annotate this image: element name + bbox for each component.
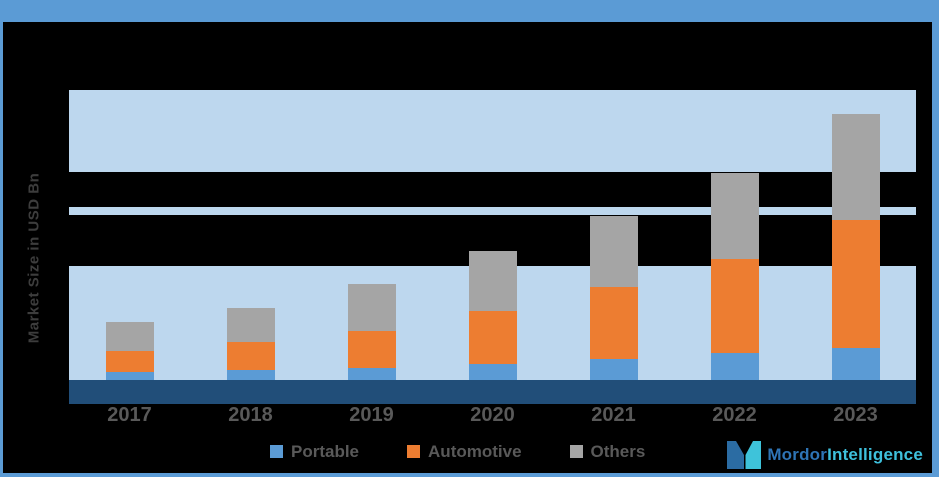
bar-segment-automotive-2021 bbox=[589, 287, 638, 359]
bars-layer bbox=[69, 90, 916, 404]
legend-swatch-others bbox=[569, 445, 583, 458]
legend-swatch-portable bbox=[270, 445, 283, 458]
x-axis-label-2023: 2023 bbox=[833, 404, 878, 426]
bar-segment-others-2020 bbox=[468, 251, 517, 311]
bar-segment-portable-2022 bbox=[710, 353, 759, 380]
stacked-bar-2023 bbox=[831, 114, 880, 380]
bar-segment-others-2017 bbox=[105, 322, 154, 351]
bar-segment-others-2023 bbox=[831, 114, 880, 220]
bar-segment-others-2022 bbox=[710, 173, 759, 259]
bar-segment-portable-2018 bbox=[226, 370, 275, 380]
bottom-accent-border bbox=[0, 473, 939, 477]
x-axis-label-2019: 2019 bbox=[349, 404, 394, 426]
legend-item-others: Others bbox=[569, 442, 646, 461]
top-accent-bar bbox=[0, 0, 939, 22]
bar-segment-portable-2020 bbox=[468, 364, 517, 380]
bar-segment-automotive-2020 bbox=[468, 311, 517, 364]
legend: Portable Automotive Others bbox=[270, 443, 645, 460]
x-axis-label-2021: 2021 bbox=[591, 404, 636, 426]
gridline-stripe bbox=[69, 207, 916, 215]
bar-segment-portable-2019 bbox=[347, 368, 396, 380]
stacked-bar-2022 bbox=[710, 173, 759, 380]
x-axis-label-2022: 2022 bbox=[712, 404, 757, 426]
x-axis-label-2017: 2017 bbox=[107, 404, 152, 426]
bar-segment-automotive-2022 bbox=[710, 259, 759, 353]
legend-label: Portable bbox=[291, 442, 360, 461]
bar-segment-portable-2021 bbox=[589, 359, 638, 380]
brand-name-part1: Mordor bbox=[767, 445, 828, 464]
x-axis-band bbox=[69, 380, 916, 404]
brand-name-part2: Intelligence bbox=[827, 445, 923, 464]
bar-segment-others-2021 bbox=[589, 216, 638, 287]
bar-segment-automotive-2017 bbox=[105, 351, 154, 372]
y-axis-title: Market Size in USD Bn bbox=[25, 172, 43, 344]
gridline-band-upper bbox=[69, 90, 916, 172]
x-axis-labels: 2017 2018 2019 2020 2021 2022 2023 bbox=[69, 405, 916, 425]
legend-swatch-automotive bbox=[407, 445, 421, 458]
stacked-bar-2021 bbox=[589, 216, 638, 380]
left-accent-border bbox=[0, 22, 3, 477]
bar-segment-automotive-2018 bbox=[226, 342, 275, 370]
stacked-bar-2017 bbox=[105, 322, 154, 380]
brand-logo: MordorIntelligence bbox=[727, 440, 923, 470]
bar-segment-others-2019 bbox=[347, 284, 396, 331]
stacked-bar-2019 bbox=[347, 284, 396, 380]
legend-item-automotive: Automotive bbox=[407, 443, 522, 460]
legend-label: Others bbox=[590, 442, 646, 461]
x-axis-label-2018: 2018 bbox=[228, 404, 273, 426]
bar-segment-portable-2017 bbox=[105, 372, 154, 380]
legend-label: Automotive bbox=[428, 442, 522, 461]
mordor-intelligence-mark-icon bbox=[727, 441, 762, 469]
bar-segment-others-2018 bbox=[226, 308, 275, 342]
legend-item-portable: Portable bbox=[270, 443, 359, 460]
stacked-bar-2018 bbox=[226, 308, 275, 380]
brand-logo-text: MordorIntelligence bbox=[767, 445, 923, 465]
bar-segment-automotive-2019 bbox=[347, 331, 396, 368]
bar-segment-automotive-2023 bbox=[831, 220, 880, 348]
plot-area bbox=[69, 90, 916, 404]
right-accent-border bbox=[932, 22, 939, 477]
stacked-bar-2020 bbox=[468, 251, 517, 380]
x-axis-label-2020: 2020 bbox=[470, 404, 515, 426]
bar-segment-portable-2023 bbox=[831, 348, 880, 380]
